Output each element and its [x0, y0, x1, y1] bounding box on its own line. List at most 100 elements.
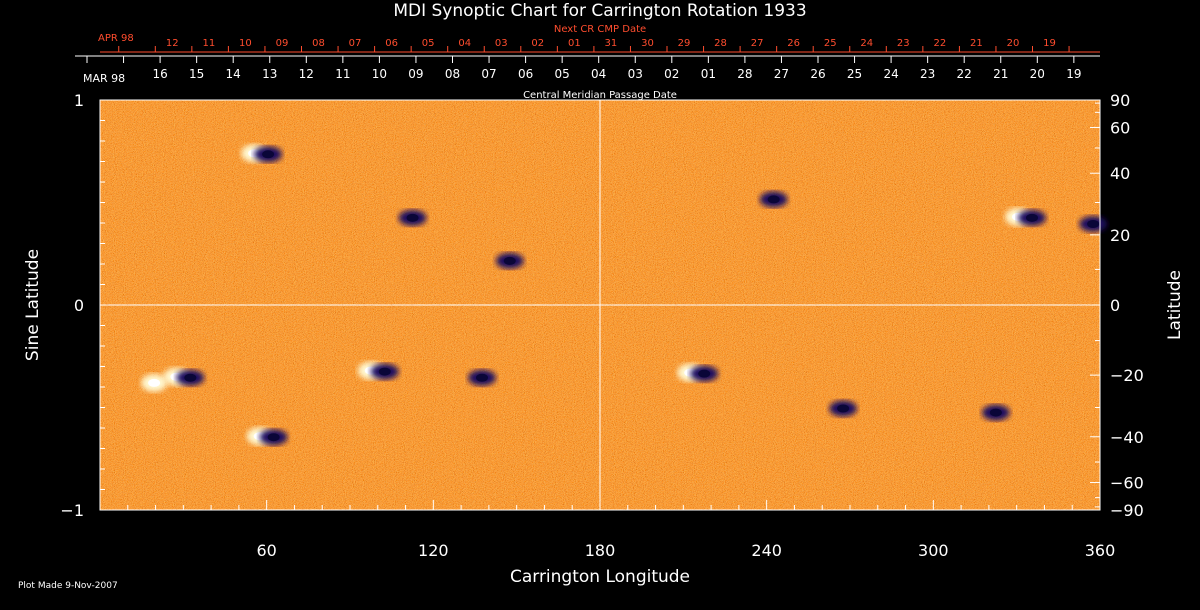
active-region-5 [246, 427, 288, 446]
negative-polarity-core [184, 373, 197, 382]
y-axis-label-left: Sine Latitude [23, 249, 43, 361]
next-cr-date-label: 23 [897, 38, 910, 49]
y-right-tick-label: 90 [1110, 91, 1130, 110]
active-regions [141, 144, 1108, 446]
cmp-date-label: 16 [152, 67, 167, 81]
negative-polarity-core [267, 433, 280, 442]
active-region-3 [163, 367, 205, 386]
next-cr-date-label: 29 [678, 38, 691, 49]
next-cr-date-label: 11 [202, 38, 215, 49]
y-left-tick-label: −1 [60, 501, 84, 520]
active-region-7 [468, 369, 496, 386]
active-region-13 [981, 404, 1010, 421]
cmp-date-label: 22 [957, 67, 972, 81]
cmp-date-label: 13 [262, 67, 277, 81]
cmp-date-label: 28 [737, 67, 752, 81]
active-region-9 [759, 191, 788, 208]
negative-polarity-core [1026, 213, 1038, 222]
negative-polarity-core [767, 195, 780, 204]
next-cr-date-label: 03 [495, 38, 508, 49]
y-right-tick-label: −40 [1110, 428, 1144, 447]
latitude-axis: 90 60 40 20 0 −20 −40 −60 −90 [1090, 91, 1144, 520]
next-cr-date-label: 19 [1043, 38, 1056, 49]
next-cr-date-label: 05 [422, 38, 435, 49]
negative-polarity-core [698, 369, 711, 378]
top-month-label: MAR 98 [83, 72, 125, 85]
next-cr-date-label: 31 [605, 38, 618, 49]
x-tick-label: 300 [918, 541, 949, 560]
positive-polarity-core [148, 378, 161, 387]
cmp-date-label: 06 [518, 67, 533, 81]
y-right-tick-label: −60 [1110, 474, 1144, 493]
cmp-date-label: 25 [847, 67, 862, 81]
next-cr-date-label: 27 [751, 38, 764, 49]
cmp-date-label: 08 [445, 67, 460, 81]
plot-made-note: Plot Made 9-Nov-2007 [18, 581, 118, 591]
y-right-tick-label: 0 [1110, 296, 1120, 315]
plot-area [99, 99, 1108, 511]
x-tick-label: 120 [418, 541, 449, 560]
cmp-date-label: 12 [299, 67, 314, 81]
negative-polarity-core [476, 373, 488, 382]
next-cr-date-label: 12 [166, 38, 179, 49]
active-region-1 [398, 209, 427, 226]
cmp-date-axis: 16 15 14 13 12 11 10 09 08 07 06 05 04 03 02 01 28 27 26 25… [75, 55, 1100, 81]
cmp-date-label: 20 [1030, 67, 1045, 81]
y-right-tick-label: 20 [1110, 226, 1130, 245]
active-region-4 [141, 373, 168, 392]
x-tick-label: 360 [1085, 541, 1116, 560]
y-left-tick-label: 0 [74, 296, 84, 315]
negative-polarity-core [989, 408, 1002, 417]
next-cr-date-label: 30 [641, 38, 654, 49]
active-region-11 [1005, 207, 1046, 226]
next-cr-date-label: 02 [531, 38, 544, 49]
next-cr-date-label: 10 [239, 38, 252, 49]
next-cr-date-label: 01 [568, 38, 581, 49]
next-cr-date-label: 04 [458, 38, 471, 49]
cmp-date-label: 10 [372, 67, 387, 81]
active-region-12 [1079, 216, 1108, 232]
cmp-date-label: 04 [591, 67, 606, 81]
cmp-date-label: 26 [810, 67, 825, 81]
cmp-date-label: 09 [408, 67, 423, 81]
cmp-date-label: 01 [701, 67, 716, 81]
negative-polarity-core [378, 367, 391, 376]
negative-polarity-core [837, 404, 850, 413]
next-cr-axis-label: Next CR CMP Date [554, 24, 646, 35]
next-cr-date-label: 06 [385, 38, 398, 49]
cmp-date-label: 15 [189, 67, 204, 81]
negative-polarity-core [503, 256, 516, 265]
cmp-date-label: 27 [774, 67, 789, 81]
cmp-date-label: 03 [628, 67, 643, 81]
cmp-date-label: 07 [481, 67, 496, 81]
active-region-8 [677, 363, 719, 382]
next-cr-date-label: 20 [1007, 38, 1020, 49]
next-cr-date-label: 24 [860, 38, 873, 49]
x-axis-label: Carrington Longitude [510, 567, 690, 587]
active-region-10 [829, 400, 858, 417]
next-cr-date-axis: 12 11 10 09 08 07 06 05 04 03 02 01 31 30 29 28 27 26 25 24… [100, 38, 1100, 53]
y-right-tick-label: 40 [1110, 164, 1130, 183]
x-tick-label: 240 [751, 541, 782, 560]
cmp-date-label: 23 [920, 67, 935, 81]
y-right-tick-label: −20 [1110, 366, 1144, 385]
next-cr-date-label: 28 [714, 38, 727, 49]
y-right-tick-label: 60 [1110, 118, 1130, 137]
sine-latitude-axis: 1 0 −1 [60, 91, 110, 520]
cmp-date-label: 05 [555, 67, 570, 81]
negative-polarity-core [262, 150, 275, 159]
cmp-date-label: 14 [226, 67, 241, 81]
next-month-label: APR 98 [98, 33, 134, 44]
negative-polarity-core [1087, 220, 1100, 228]
longitude-axis: 60 120 180 240 300 360 [127, 500, 1116, 560]
next-cr-date-label: 26 [787, 38, 800, 49]
negative-polarity-core [406, 213, 419, 222]
active-region-2 [495, 252, 524, 269]
cmp-date-label: 11 [335, 67, 350, 81]
next-cr-date-label: 09 [276, 38, 289, 49]
cmp-date-label: 24 [883, 67, 898, 81]
chart-title: MDI Synoptic Chart for Carrington Rotati… [393, 1, 806, 21]
cmp-date-label: 02 [664, 67, 679, 81]
active-region-6 [357, 361, 399, 380]
